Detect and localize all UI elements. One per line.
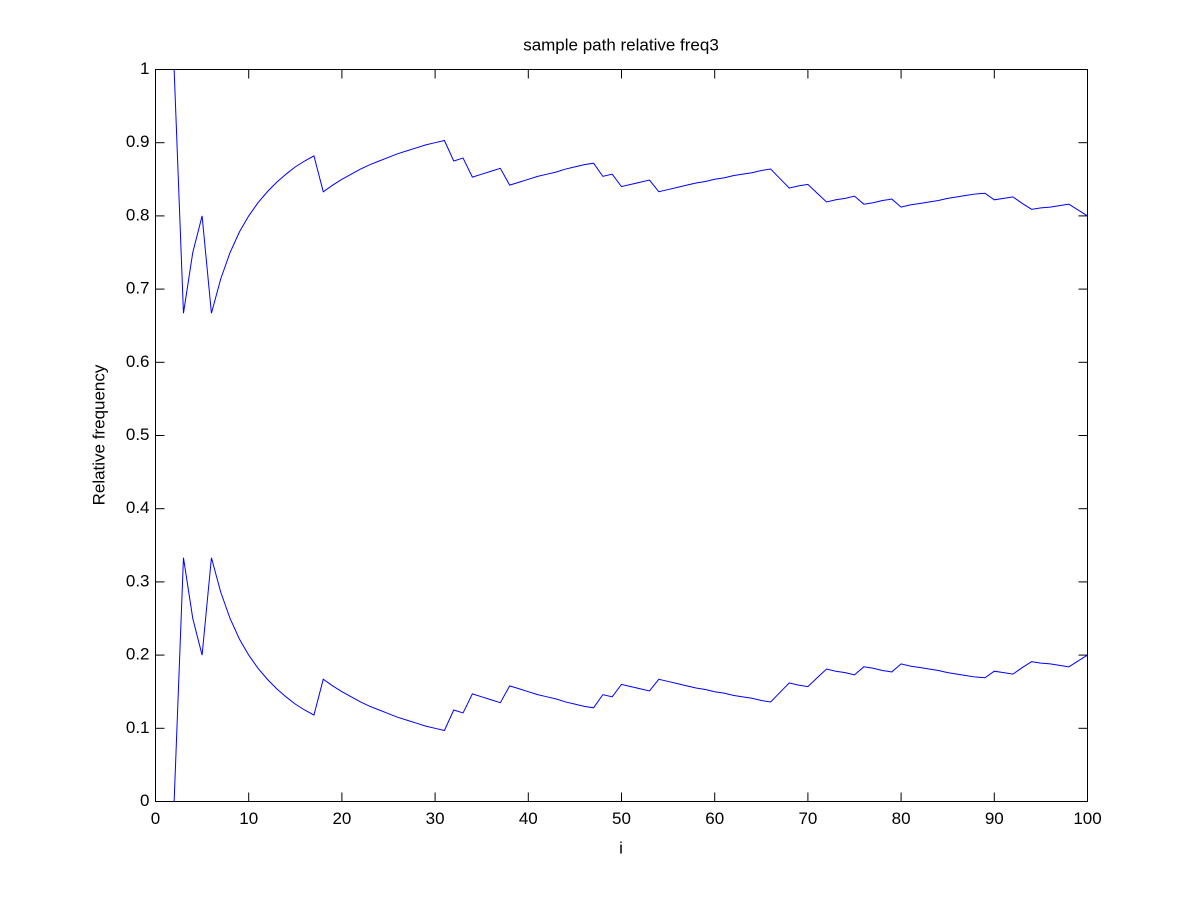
y-tick-label: 0: [140, 791, 149, 810]
x-tick-label: 100: [1073, 809, 1101, 828]
x-tick-label: 90: [985, 809, 1004, 828]
x-tick-label: 30: [426, 809, 445, 828]
chart-title: sample path relative freq3: [523, 35, 719, 54]
x-tick-label: 0: [151, 809, 160, 828]
y-axis-label: Relative frequency: [89, 364, 108, 505]
y-tick-label: 0.4: [126, 498, 150, 517]
y-tick-label: 0.7: [126, 279, 150, 298]
x-tick-label: 80: [892, 809, 911, 828]
x-axis-label: i: [619, 838, 623, 857]
y-tick-label: 0.9: [126, 132, 150, 151]
y-tick-label: 0.2: [126, 645, 150, 664]
x-tick-label: 20: [332, 809, 351, 828]
y-tick-label: 0.6: [126, 352, 150, 371]
line-series: [173, 557, 1088, 802]
y-tick-label: 0.8: [126, 205, 150, 224]
x-tick-label: 50: [612, 809, 631, 828]
y-tick-label: 0.1: [126, 718, 150, 737]
y-tick-label: 0.5: [126, 425, 150, 444]
x-tick-label: 60: [705, 809, 724, 828]
x-tick-label: 10: [239, 809, 258, 828]
x-tick-label: 40: [519, 809, 538, 828]
y-tick-label: 1: [140, 59, 149, 78]
line-series: [173, 69, 1088, 314]
y-tick-label: 0.3: [126, 571, 150, 590]
x-tick-label: 70: [798, 809, 817, 828]
